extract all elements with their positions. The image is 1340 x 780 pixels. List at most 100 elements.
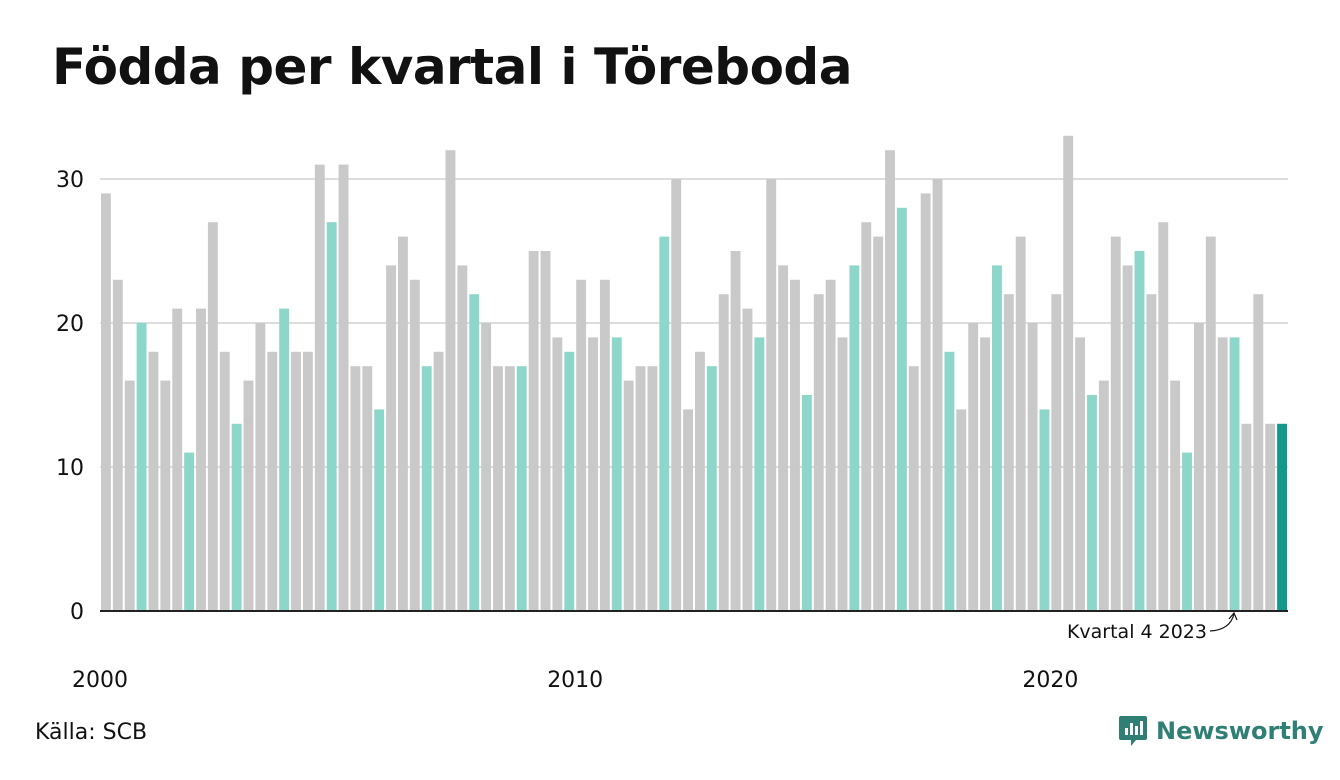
bar [1241,423,1252,611]
bar [326,222,337,611]
bar [611,337,622,611]
newsworthy-logo-icon [1119,716,1147,746]
bar [1075,337,1086,611]
bar [1217,337,1228,611]
bar [409,279,420,611]
chart-title: Födda per kvartal i Töreboda [52,38,852,96]
x-tick-label: 2010 [547,668,603,693]
bar [1277,423,1287,611]
bar [1039,409,1050,611]
bar [1098,380,1109,611]
bar [956,409,967,611]
bar [1063,135,1074,612]
source-label: Källa: SCB [35,720,148,745]
bar [588,337,598,611]
bars [101,135,1287,612]
bar [160,380,171,611]
bar [540,251,551,611]
bar [112,279,123,611]
bar [338,164,349,611]
bar [813,294,824,611]
bar [528,251,539,611]
x-tick-label: 2020 [1022,668,1078,693]
bar [1027,323,1038,611]
bar [481,323,492,611]
bar [516,366,527,611]
bar [908,366,919,611]
bar [1182,452,1192,611]
bar [695,351,705,611]
bar [932,179,943,611]
bar [504,366,515,611]
bar [493,366,503,611]
annotation: Kvartal 4 2023 [1067,611,1238,643]
bar [825,279,836,611]
bar [1087,395,1097,611]
bar [136,323,147,611]
bar [623,380,634,611]
bar [873,236,884,611]
bar [1146,294,1157,611]
bar [291,351,301,611]
bar [599,279,610,611]
bar [980,337,990,611]
bar [302,351,313,611]
brand-logo[interactable]: Newsworthy [1118,714,1324,748]
bar [683,409,693,611]
bar [754,337,765,611]
bar [457,265,468,611]
bar [148,351,159,611]
brand-name: Newsworthy [1156,717,1324,745]
bar [421,366,432,611]
bar [243,380,254,611]
bar [992,265,1002,611]
bar [1110,236,1121,611]
bar [944,351,955,611]
bar [706,366,717,611]
x-tick-label: 2000 [72,668,128,693]
bar [1265,423,1276,611]
bar [362,366,373,611]
bar [1229,337,1240,611]
bar [896,207,907,612]
bar [1253,294,1264,611]
bar [564,351,575,611]
bar [552,337,563,611]
bar [861,222,872,611]
bar [255,323,266,611]
bar [790,279,800,611]
bar [1122,265,1133,611]
bar [718,294,729,611]
bar [1158,222,1169,611]
bar [1051,294,1062,611]
bar [1003,294,1014,611]
bar [801,395,812,611]
bar [172,308,183,611]
bar [635,366,646,611]
bar [659,236,670,611]
bar [837,337,848,611]
bar [766,179,777,611]
bar [742,308,753,611]
y-tick-label: 0 [70,600,84,625]
bar [433,351,444,611]
bar [968,323,979,611]
bar [1134,251,1145,611]
bar [219,351,230,611]
gridlines [100,178,1288,468]
bar [207,222,218,611]
annotation-arrow [1209,613,1235,632]
bar [184,452,195,611]
bar [1015,236,1026,611]
annotation-label: Kvartal 4 2023 [1067,621,1207,643]
bar [647,366,658,611]
bar [231,423,242,611]
bar [1205,236,1216,611]
bar [671,179,682,611]
annotation-arrowhead [1228,611,1238,621]
y-tick-label: 10 [56,456,84,481]
bar [920,193,931,611]
bar [849,265,860,611]
bar [1170,380,1181,611]
